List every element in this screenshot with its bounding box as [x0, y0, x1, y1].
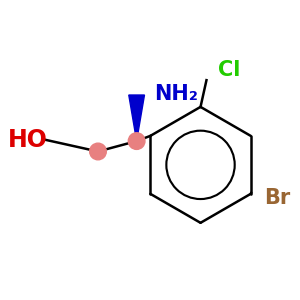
Text: NH₂: NH₂: [154, 83, 198, 103]
Text: HO: HO: [8, 128, 48, 152]
Polygon shape: [129, 95, 145, 141]
Text: Cl: Cl: [218, 60, 241, 80]
Circle shape: [90, 143, 106, 160]
Text: Br: Br: [264, 188, 291, 208]
Circle shape: [128, 133, 145, 149]
